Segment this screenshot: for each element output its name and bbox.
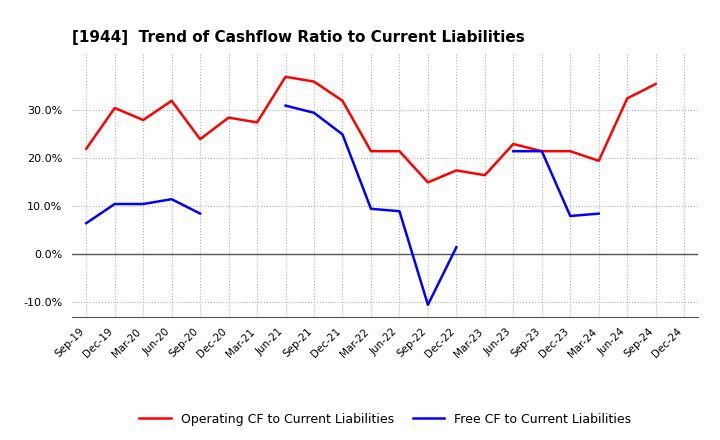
- Operating CF to Current Liabilities: [480, 172, 489, 178]
- Operating CF to Current Liabilities: [652, 81, 660, 87]
- Free CF to Current Liabilities: [167, 197, 176, 202]
- Operating CF to Current Liabilities: [338, 98, 347, 103]
- Free CF to Current Liabilities: [110, 202, 119, 207]
- Text: [1944]  Trend of Cashflow Ratio to Current Liabilities: [1944] Trend of Cashflow Ratio to Curren…: [72, 29, 525, 45]
- Line: Operating CF to Current Liabilities: Operating CF to Current Liabilities: [86, 77, 656, 183]
- Operating CF to Current Liabilities: [139, 117, 148, 123]
- Free CF to Current Liabilities: [196, 211, 204, 216]
- Operating CF to Current Liabilities: [225, 115, 233, 120]
- Operating CF to Current Liabilities: [366, 149, 375, 154]
- Operating CF to Current Liabilities: [310, 79, 318, 84]
- Operating CF to Current Liabilities: [395, 149, 404, 154]
- Operating CF to Current Liabilities: [167, 98, 176, 103]
- Operating CF to Current Liabilities: [423, 180, 432, 185]
- Operating CF to Current Liabilities: [537, 149, 546, 154]
- Operating CF to Current Liabilities: [566, 149, 575, 154]
- Free CF to Current Liabilities: [82, 220, 91, 226]
- Operating CF to Current Liabilities: [509, 141, 518, 147]
- Operating CF to Current Liabilities: [196, 136, 204, 142]
- Operating CF to Current Liabilities: [110, 105, 119, 110]
- Operating CF to Current Liabilities: [595, 158, 603, 163]
- Operating CF to Current Liabilities: [82, 146, 91, 151]
- Legend: Operating CF to Current Liabilities, Free CF to Current Liabilities: Operating CF to Current Liabilities, Fre…: [135, 407, 636, 430]
- Operating CF to Current Liabilities: [452, 168, 461, 173]
- Operating CF to Current Liabilities: [623, 96, 631, 101]
- Free CF to Current Liabilities: [139, 202, 148, 207]
- Operating CF to Current Liabilities: [282, 74, 290, 80]
- Operating CF to Current Liabilities: [253, 120, 261, 125]
- Line: Free CF to Current Liabilities: Free CF to Current Liabilities: [86, 199, 200, 223]
